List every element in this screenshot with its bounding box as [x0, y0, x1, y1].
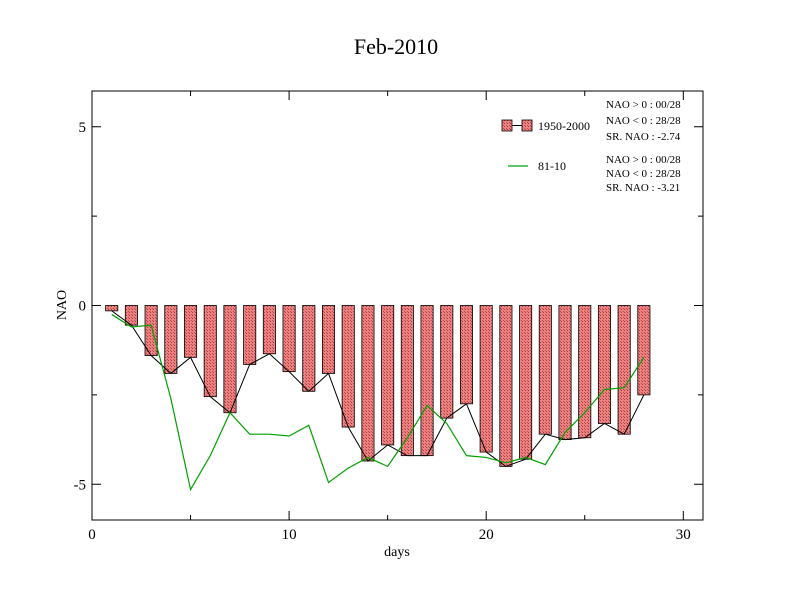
series-2-stat-positive: NAO > 0 : 00/28	[606, 154, 681, 166]
bar-day-13	[341, 305, 355, 428]
bar-day-5	[184, 305, 198, 358]
bar-day-18	[440, 305, 454, 419]
bar-day-28	[637, 305, 651, 396]
bar-day-7	[223, 305, 237, 414]
legend-bar-swatch-right	[521, 119, 533, 132]
bar-day-16	[400, 305, 414, 457]
legend-series-2-label: 81-10	[538, 159, 566, 173]
bar-day-8	[243, 305, 257, 365]
bar-day-20	[479, 305, 493, 453]
bar-day-10	[282, 305, 296, 373]
bar-day-23	[538, 305, 552, 435]
legend: 1950-2000 81-10 NAO > 0 : 00/28 NAO < 0 …	[501, 99, 681, 194]
bar-day-22	[519, 305, 533, 460]
series-2-stat-negative: NAO < 0 : 28/28	[606, 168, 681, 180]
legend-series-1-label: 1950-2000	[538, 119, 590, 133]
chart-title: Feb-2010	[354, 34, 438, 59]
series-2-stat-mean: SR. NAO : -3.21	[606, 182, 680, 194]
series-81-10-line	[111, 313, 645, 492]
series-1950-2000-line	[111, 310, 645, 467]
bar-day-12	[322, 305, 336, 374]
x-tick-label: 20	[479, 527, 494, 543]
y-tick-label: -5	[74, 477, 87, 493]
x-tick-label: 30	[676, 527, 691, 543]
bar-day-11	[302, 305, 316, 392]
y-tick-label: 5	[79, 120, 87, 136]
bar-day-14	[361, 305, 375, 462]
series-1-stat-mean: SR. NAO : -2.74	[606, 131, 681, 143]
axis-ticks: 0 10 20 30 5 0 -5	[74, 91, 703, 543]
x-tick-label: 10	[282, 527, 297, 543]
bar-day-1	[105, 305, 119, 312]
series-1-stat-negative: NAO < 0 : 28/28	[606, 115, 681, 127]
bar-day-25	[578, 305, 592, 439]
bar-day-27	[617, 305, 631, 435]
legend-bar-swatch-left	[501, 119, 513, 132]
x-tick-label: 0	[88, 527, 96, 543]
bars-group	[105, 305, 651, 467]
bar-day-19	[459, 305, 473, 405]
x-axis-label: days	[384, 545, 410, 560]
bar-day-21	[499, 305, 513, 467]
bar-day-6	[203, 305, 217, 398]
bar-day-15	[381, 305, 395, 446]
series-1-stat-positive: NAO > 0 : 00/28	[606, 99, 681, 111]
bar-day-17	[420, 305, 434, 457]
bar-day-4	[164, 305, 178, 374]
y-axis-label: NAO	[55, 290, 70, 320]
bar-day-26	[597, 305, 611, 424]
bar-day-9	[262, 305, 276, 355]
bar-day-24	[558, 305, 572, 440]
y-tick-label: 0	[79, 299, 87, 315]
lines-group	[111, 310, 645, 492]
